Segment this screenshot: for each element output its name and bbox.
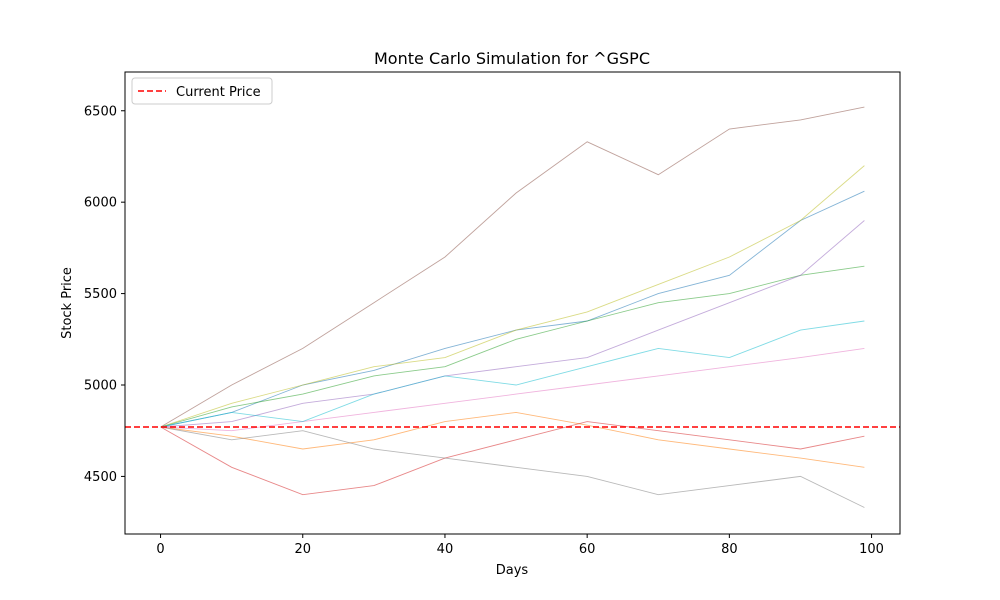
plot-frame: [124, 71, 901, 535]
x-tick-label: 40: [437, 542, 454, 557]
legend-label-current-price: Current Price: [176, 85, 261, 100]
simulation-path-10: [160, 320, 865, 428]
y-axis: 4500 5000 5500 6000 6500: [84, 104, 125, 485]
simulation-path-8: [160, 426, 865, 508]
simulation-path-5: [160, 220, 865, 428]
simulation-path-1: [160, 190, 865, 428]
simulation-path-7: [160, 347, 865, 432]
y-tick-label: 4500: [84, 470, 117, 485]
y-tick-label: 6000: [84, 196, 117, 211]
simulation-path-9: [160, 165, 865, 428]
simulation-path-6: [160, 106, 865, 428]
x-tick-label: 20: [294, 542, 311, 557]
x-tick-label: 0: [156, 542, 164, 557]
series-layer: [160, 106, 865, 508]
y-tick-label: 5000: [84, 378, 117, 393]
x-axis-title: Days: [496, 563, 529, 578]
y-tick-label: 5500: [84, 287, 117, 302]
chart-title: Monte Carlo Simulation for ^GSPC: [374, 49, 650, 68]
x-axis: 0 20 40 60 80 100: [156, 534, 884, 557]
x-tick-label: 80: [721, 542, 738, 557]
legend: Current Price: [131, 77, 273, 105]
x-tick-label: 60: [579, 542, 596, 557]
x-tick-label: 100: [859, 542, 884, 557]
simulation-path-3: [160, 265, 865, 428]
simulation-path-2: [160, 411, 865, 468]
y-axis-title: Stock Price: [60, 267, 75, 339]
y-tick-label: 6500: [84, 104, 117, 119]
legend-box: [131, 77, 273, 105]
simulation-path-4: [160, 421, 865, 496]
